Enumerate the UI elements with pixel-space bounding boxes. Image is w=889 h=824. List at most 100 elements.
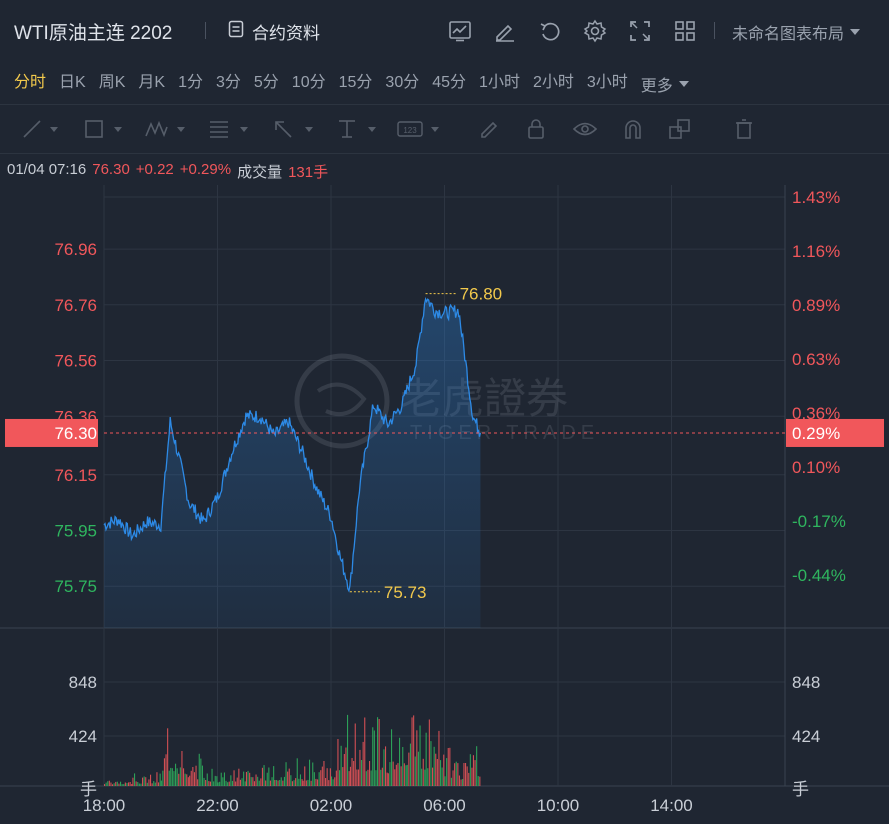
volume-bar	[458, 775, 460, 786]
period-tab[interactable]: 月K	[138, 74, 166, 91]
volume-bar	[203, 777, 205, 786]
volume-bar	[128, 782, 130, 786]
volume-bar	[408, 752, 410, 786]
volume-bar	[310, 780, 312, 786]
volume-bar	[170, 767, 172, 786]
contract-info-button[interactable]: 合约资料	[228, 19, 320, 44]
settings-icon[interactable]	[579, 16, 610, 46]
volume-tick-label: 424	[69, 727, 97, 746]
quote-change-pct: +0.29%	[179, 161, 232, 178]
fib-tool-icon[interactable]	[208, 117, 250, 141]
volume-bar	[129, 782, 131, 786]
volume-tick-label: 848	[69, 673, 97, 692]
volume-bar	[447, 748, 449, 786]
layers-icon[interactable]	[668, 117, 692, 141]
volume-bar	[134, 773, 136, 786]
magnet-icon[interactable]	[622, 117, 644, 141]
volume-bar	[477, 776, 479, 786]
current-pct-tag-text: 0.29%	[792, 424, 840, 443]
volume-bar	[148, 779, 150, 786]
rect-tool-icon[interactable]	[84, 117, 124, 141]
period-tab[interactable]: 3分	[215, 74, 241, 91]
period-tab[interactable]: 1小时	[479, 74, 520, 91]
edit-icon[interactable]	[489, 16, 520, 46]
volume-bar	[438, 730, 440, 786]
period-tab[interactable]: 1分	[178, 74, 203, 91]
volume-bar	[440, 760, 442, 786]
volume-bar	[261, 767, 263, 786]
eye-icon[interactable]	[572, 117, 598, 141]
volume-bar	[353, 761, 355, 786]
volume-bar	[435, 753, 437, 786]
lock-icon[interactable]	[526, 117, 546, 141]
period-tab[interactable]: 分时	[14, 74, 47, 91]
volume-bar	[365, 771, 367, 786]
volume-bar	[399, 737, 401, 786]
period-tab[interactable]: 30分	[385, 74, 420, 91]
chart-layout-dropdown[interactable]: 未命名图表布局	[732, 20, 861, 44]
volume-bar	[249, 772, 251, 786]
trash-icon[interactable]	[734, 117, 754, 141]
volume-bar	[349, 766, 351, 786]
price-tick-label: 75.95	[54, 521, 97, 540]
price-tick-label: 76.96	[54, 240, 97, 259]
volume-bar	[392, 761, 394, 786]
drawing-toolbar: 123	[0, 104, 889, 154]
line-tool-icon[interactable]	[22, 117, 60, 141]
volume-bar	[335, 770, 337, 786]
period-tab[interactable]: 3小时	[586, 74, 628, 91]
time-tick-label: 18:00	[83, 796, 126, 815]
volume-bar	[444, 776, 446, 786]
time-tick-label: 22:00	[196, 796, 239, 815]
volume-bar	[323, 761, 325, 786]
brush-icon[interactable]	[478, 117, 500, 141]
volume-bar	[138, 783, 140, 786]
fullscreen-icon[interactable]	[624, 16, 655, 46]
more-periods-dropdown[interactable]: 更多	[641, 72, 689, 96]
volume-bar	[414, 756, 416, 786]
text-tool-icon[interactable]: 123	[397, 117, 443, 141]
volume-bar	[359, 749, 361, 786]
volume-bar	[173, 771, 175, 786]
period-tab[interactable]: 2小时	[532, 74, 574, 91]
quote-time: 01/04 07:16	[7, 161, 87, 178]
volume-bar	[153, 781, 155, 786]
volume-bar	[124, 782, 126, 786]
period-tab[interactable]: 15分	[338, 74, 373, 91]
volume-bar	[313, 772, 315, 786]
volume-bar	[236, 777, 238, 786]
period-tab[interactable]: 10分	[291, 74, 326, 91]
grid-layout-icon[interactable]	[669, 16, 700, 46]
volume-bar	[163, 758, 165, 786]
period-tab[interactable]: 45分	[432, 74, 467, 91]
volume-bar	[479, 776, 481, 786]
intraday-chart[interactable]: 老虎證券 TIGER TRADE 76.9676.7676.5676.3676.…	[0, 185, 889, 824]
instrument-title[interactable]: WTI原油主连 2202	[14, 23, 173, 44]
volume-bar	[321, 766, 323, 786]
volume-bar	[151, 783, 153, 786]
volume-bar	[213, 781, 215, 786]
volume-bar	[296, 758, 298, 786]
volume-bar	[150, 774, 152, 786]
period-tab[interactable]: 5分	[253, 74, 279, 91]
quote-info-line: 01/04 07:16 76.30 +0.22 +0.29% 成交量 131手	[7, 161, 328, 182]
refresh-icon[interactable]	[534, 16, 565, 46]
volume-bar	[419, 725, 421, 786]
volume-bar	[466, 766, 468, 786]
period-tab[interactable]: 日K	[59, 74, 86, 91]
arrow-tool-icon[interactable]	[273, 117, 315, 141]
volume-bar	[160, 780, 162, 786]
price-tick-label: 75.75	[54, 577, 97, 596]
current-pct-tag	[786, 418, 884, 447]
volume-bar	[235, 781, 237, 786]
period-tab[interactable]: 周K	[98, 74, 126, 91]
volume-bar	[269, 780, 271, 786]
chart-template-icon[interactable]	[444, 16, 475, 46]
volume-label: 成交量	[237, 164, 283, 181]
measure-tool-icon[interactable]	[336, 117, 378, 141]
volume-bar	[411, 717, 413, 786]
volume-bar	[377, 717, 379, 786]
volume-bar	[143, 776, 145, 786]
volume-bar	[165, 754, 167, 786]
pattern-tool-icon[interactable]	[145, 117, 187, 141]
